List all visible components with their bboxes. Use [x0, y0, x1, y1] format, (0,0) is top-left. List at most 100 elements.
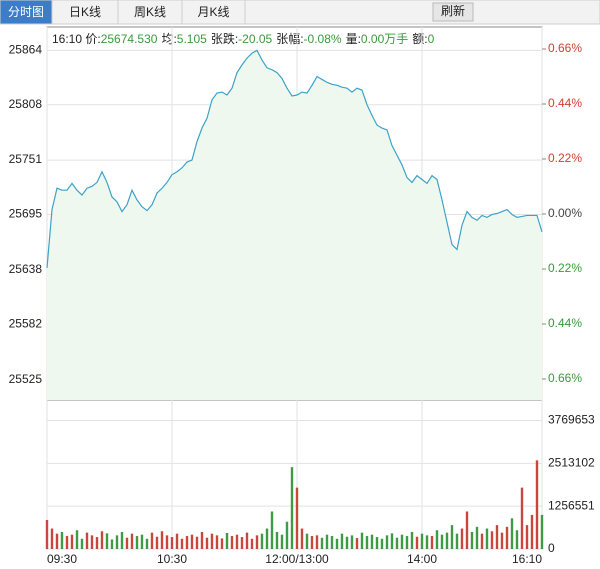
volume-bar [375, 537, 379, 549]
volume-bar [525, 525, 529, 549]
y2-tick-label: 0.66% [548, 371, 582, 385]
volume-bar [110, 539, 114, 549]
volume-bar [60, 531, 64, 549]
volume-bar [160, 531, 164, 549]
volume-bar [125, 537, 129, 549]
volume-bar [305, 533, 309, 549]
volume-bar [455, 533, 459, 549]
volume-bar [220, 538, 224, 549]
y-tick-label: 25808 [9, 97, 43, 111]
volume-bar [535, 460, 539, 549]
info-label: 张幅: [276, 31, 303, 46]
x-tick-label: 10:30 [157, 552, 187, 566]
tab[interactable]: 分时图 [0, 0, 53, 25]
volume-bar [460, 528, 464, 549]
volume-bar [195, 536, 199, 549]
volume-bar [120, 531, 124, 549]
x-tick-label: 14:00 [407, 552, 437, 566]
volume-bar [45, 520, 49, 549]
volume-bar [445, 532, 449, 549]
y-tick-label: 3769653 [548, 413, 595, 427]
volume-bar [380, 538, 384, 549]
volume-bar [480, 533, 484, 549]
volume-bar [250, 538, 254, 549]
volume-bar [410, 531, 414, 549]
volume-bar [140, 534, 144, 549]
info-value: 5.105 [177, 32, 207, 46]
refresh-button[interactable]: 刷新 [432, 2, 474, 22]
volume-bar [270, 511, 274, 549]
button-bg [432, 2, 474, 22]
volume-bar [230, 536, 234, 549]
y-tick-label: 25751 [9, 152, 43, 166]
info-label: 均: [161, 32, 176, 46]
tab-label: 月K线 [197, 5, 229, 19]
volume-bar [385, 535, 389, 549]
tab-label: 分时图 [8, 5, 44, 19]
volume-bar [495, 525, 499, 549]
volume-bar [255, 535, 259, 549]
info-value: -20.05 [238, 32, 272, 46]
volume-bar [280, 534, 284, 549]
y2-tick-label: 0.66% [548, 41, 582, 55]
volume-bar [420, 533, 424, 549]
volume-bar [90, 535, 94, 549]
volume-bar [450, 525, 454, 549]
x-tick-label: 09:30 [47, 552, 77, 566]
volume-bar [210, 533, 214, 549]
tab-label: 日K线 [69, 5, 101, 19]
tab[interactable]: 周K线 [117, 0, 183, 25]
volume-bar [400, 534, 404, 549]
info-value: 25674.530 [101, 32, 158, 46]
volume-bar [440, 534, 444, 549]
volume-bar [345, 536, 349, 549]
y2-tick-label: 0.22% [548, 261, 582, 275]
volume-bar [135, 536, 139, 549]
volume-bar [310, 536, 314, 549]
area [47, 50, 542, 400]
y2-tick-label: 0.44% [548, 96, 582, 110]
volume-bar [470, 531, 474, 549]
volume-bar [80, 538, 84, 549]
tab[interactable]: 日K线 [51, 0, 119, 25]
info-label: 张跌: [211, 31, 238, 46]
button-label: 刷新 [441, 3, 465, 18]
volume-bar [340, 533, 344, 549]
volume-bar [100, 531, 104, 549]
volume-bar [65, 536, 69, 549]
tab-bg [181, 0, 246, 25]
volume-bar [435, 530, 439, 549]
volume-bar [145, 538, 149, 549]
volume-bar [165, 535, 169, 549]
y2-tick-label: 0.00% [548, 206, 582, 220]
x-tick-label: 16:10 [512, 552, 542, 566]
volume-bar [465, 511, 469, 549]
volume-bar [350, 535, 354, 549]
volume-bar [365, 536, 369, 549]
volume-bar [240, 537, 244, 549]
volume-bar [520, 487, 524, 549]
info-value: -0.08% [304, 32, 342, 46]
info-label: 量: [346, 32, 361, 46]
volume-bar [290, 467, 294, 549]
volume-bar [265, 528, 269, 549]
tab[interactable]: 月K线 [181, 0, 246, 25]
x-tick-label: 12:00/13:00 [265, 552, 329, 566]
volume-bar [75, 530, 79, 549]
volume-bar [70, 534, 74, 549]
volume-bar [500, 532, 504, 549]
volume-bar [115, 535, 119, 549]
tab-label: 周K线 [134, 5, 166, 19]
volume-bar [360, 532, 364, 549]
volume-bar [170, 537, 174, 549]
volume-bar [325, 534, 329, 549]
volume-bar [540, 514, 544, 549]
volume-bar [415, 536, 419, 549]
volume-bar [300, 528, 304, 549]
info-value: 0 [428, 32, 435, 46]
y-tick-label: 25582 [9, 316, 43, 330]
y2-tick-label: 0.44% [548, 316, 582, 330]
volume-bar [185, 536, 189, 549]
info-line: 16:10 价:25674.530 均:5.105 张跌:-20.05 张幅:-0.0… [52, 31, 435, 46]
